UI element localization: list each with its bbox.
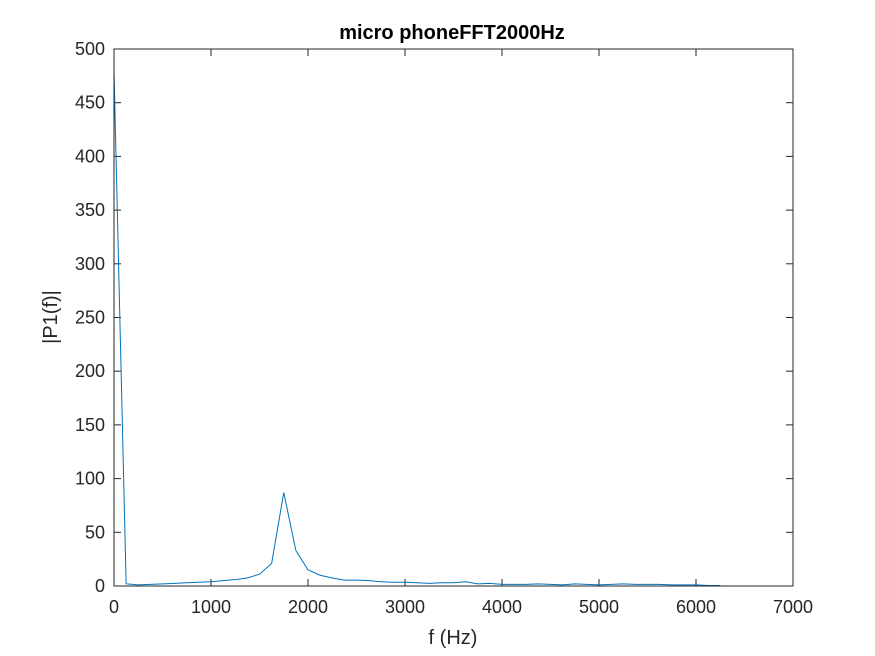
x-tick-label: 1000: [191, 597, 231, 617]
y-tick-label: 450: [75, 93, 105, 113]
y-tick-label: 50: [85, 522, 105, 542]
x-tick-label: 7000: [773, 597, 813, 617]
x-tick-label: 4000: [482, 597, 522, 617]
y-axis-title: |P1(f)|: [40, 290, 62, 344]
y-tick-label: 350: [75, 200, 105, 220]
chart-title: micro phoneFFT2000Hz: [339, 22, 565, 44]
x-tick-label: 0: [109, 597, 119, 617]
x-tick-label: 2000: [288, 597, 328, 617]
y-tick-label: 150: [75, 415, 105, 435]
x-tick-label: 3000: [385, 597, 425, 617]
y-tick-label: 300: [75, 254, 105, 274]
y-axis: 0 50 100 150 200 250 300 350 400 450 500: [75, 39, 793, 596]
x-axis-title: f (Hz): [429, 627, 478, 649]
plot-area: [114, 49, 793, 586]
x-axis: 0 1000 2000 3000 4000 5000 6000 7000: [109, 49, 813, 617]
plot-frame: [113, 48, 794, 587]
y-tick-label: 100: [75, 469, 105, 489]
x-tick-label: 5000: [579, 597, 619, 617]
y-tick-label: 250: [75, 308, 105, 328]
y-tick-label: 200: [75, 361, 105, 381]
fft-magnitude-line: [113, 70, 721, 586]
x-tick-label: 6000: [676, 597, 716, 617]
y-tick-label: 400: [75, 146, 105, 166]
y-tick-label: 0: [95, 576, 105, 596]
y-tick-label: 500: [75, 39, 105, 59]
